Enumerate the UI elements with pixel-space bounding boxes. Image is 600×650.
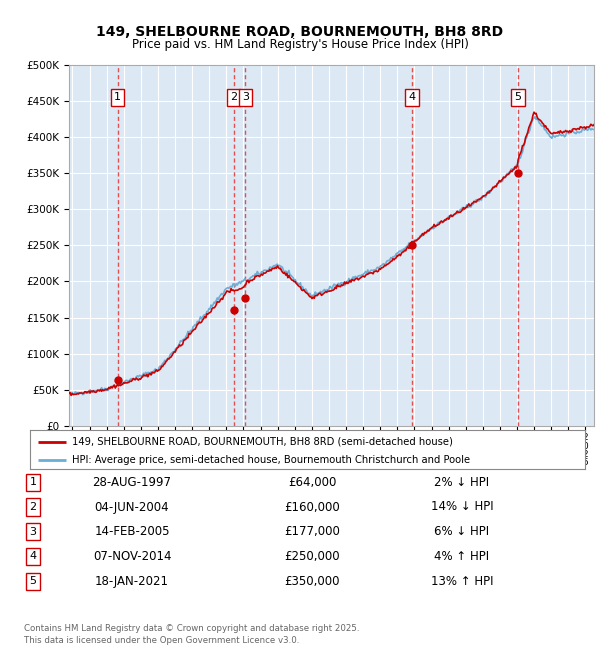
Text: 5: 5 [29, 576, 37, 586]
Text: 28-AUG-1997: 28-AUG-1997 [92, 476, 172, 489]
Text: £177,000: £177,000 [284, 525, 340, 538]
Text: 1: 1 [114, 92, 121, 103]
Text: 5: 5 [514, 92, 521, 103]
Text: 4: 4 [29, 551, 37, 562]
Text: HPI: Average price, semi-detached house, Bournemouth Christchurch and Poole: HPI: Average price, semi-detached house,… [71, 454, 470, 465]
Text: 13% ↑ HPI: 13% ↑ HPI [431, 575, 493, 588]
Text: 4: 4 [409, 92, 415, 103]
Text: 04-JUN-2004: 04-JUN-2004 [95, 500, 169, 514]
Text: 3: 3 [29, 526, 37, 537]
Text: 14% ↓ HPI: 14% ↓ HPI [431, 500, 493, 514]
Text: 149, SHELBOURNE ROAD, BOURNEMOUTH, BH8 8RD: 149, SHELBOURNE ROAD, BOURNEMOUTH, BH8 8… [97, 25, 503, 39]
Text: 07-NOV-2014: 07-NOV-2014 [93, 550, 171, 563]
Text: 6% ↓ HPI: 6% ↓ HPI [434, 525, 490, 538]
Text: £160,000: £160,000 [284, 500, 340, 514]
Text: £250,000: £250,000 [284, 550, 340, 563]
Text: 18-JAN-2021: 18-JAN-2021 [95, 575, 169, 588]
Text: 2: 2 [230, 92, 237, 103]
Text: 4% ↑ HPI: 4% ↑ HPI [434, 550, 490, 563]
Text: 2: 2 [29, 502, 37, 512]
Text: £350,000: £350,000 [284, 575, 340, 588]
Text: 149, SHELBOURNE ROAD, BOURNEMOUTH, BH8 8RD (semi-detached house): 149, SHELBOURNE ROAD, BOURNEMOUTH, BH8 8… [71, 437, 452, 447]
Text: 1: 1 [29, 477, 37, 488]
Text: Contains HM Land Registry data © Crown copyright and database right 2025.
This d: Contains HM Land Registry data © Crown c… [24, 624, 359, 645]
Text: 3: 3 [242, 92, 249, 103]
Text: £64,000: £64,000 [288, 476, 336, 489]
Text: Price paid vs. HM Land Registry's House Price Index (HPI): Price paid vs. HM Land Registry's House … [131, 38, 469, 51]
Text: 2% ↓ HPI: 2% ↓ HPI [434, 476, 490, 489]
Text: 14-FEB-2005: 14-FEB-2005 [94, 525, 170, 538]
